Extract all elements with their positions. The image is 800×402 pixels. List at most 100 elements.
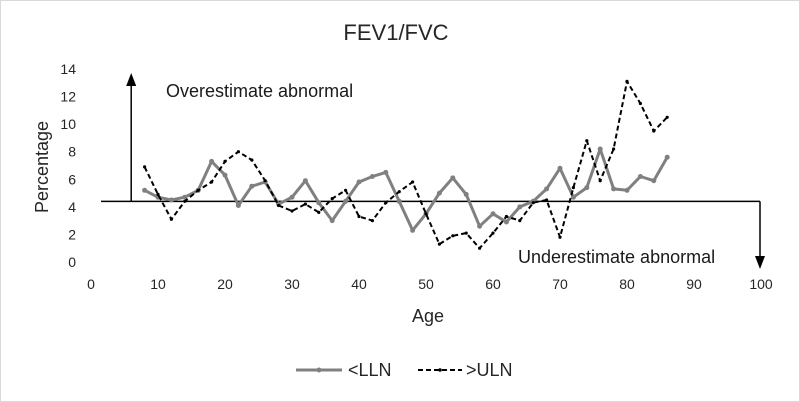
data-point-lln [477, 223, 483, 229]
data-point-lln [289, 194, 295, 200]
data-point-uln [531, 201, 535, 205]
data-point-uln [571, 186, 576, 190]
data-point-uln [638, 101, 643, 106]
data-point-uln [196, 188, 200, 192]
legend-label-lln: <LLN [348, 360, 392, 380]
data-point-uln [397, 190, 401, 194]
data-point-uln [625, 79, 629, 83]
x-tick-label: 40 [351, 276, 367, 292]
data-point-uln [303, 202, 307, 206]
data-point-lln [182, 194, 188, 200]
y-tick-label: 0 [68, 254, 76, 270]
data-point-lln [356, 179, 362, 185]
x-tick-label: 30 [284, 276, 300, 292]
data-point-uln [652, 129, 656, 133]
chart-title: FEV1/FVC [343, 20, 448, 45]
overestimate-arrow [126, 73, 137, 202]
data-point-uln [317, 210, 321, 214]
underestimate-label: Underestimate abnormal [518, 247, 715, 267]
data-point-uln [143, 165, 147, 169]
data-point-lln [168, 197, 174, 203]
data-point-lln [343, 198, 349, 204]
data-point-lln [570, 194, 576, 200]
x-axis-ticks: 0 10 20 30 40 50 60 70 80 90 100 [87, 276, 773, 292]
data-point-uln [585, 139, 589, 143]
data-point-lln [436, 190, 442, 196]
x-tick-label: 20 [217, 276, 233, 292]
data-point-uln [545, 198, 549, 202]
data-point-lln [316, 200, 322, 206]
data-point-lln [490, 211, 496, 217]
data-point-lln [249, 183, 255, 189]
data-point-uln [183, 199, 187, 203]
data-point-lln [637, 174, 643, 179]
data-point-uln [330, 197, 334, 201]
data-point-uln [478, 246, 482, 250]
data-point-lln [624, 187, 630, 193]
data-point-lln [369, 174, 375, 179]
data-point-lln [597, 146, 603, 152]
data-point-lln [235, 203, 241, 208]
x-tick-label: 70 [552, 276, 568, 292]
data-point-lln [544, 186, 550, 192]
data-point-lln [396, 198, 402, 204]
legend-marker-lln [316, 367, 322, 373]
data-point-lln [383, 169, 389, 175]
data-point-uln [370, 219, 374, 223]
legend: <LLN >ULN [296, 360, 513, 380]
data-point-uln [411, 180, 415, 184]
data-point-uln [464, 231, 468, 235]
series-line-uln [143, 80, 668, 250]
y-tick-label: 6 [68, 171, 76, 187]
data-point-lln [209, 158, 215, 164]
data-point-uln [598, 179, 602, 183]
data-point-lln [450, 175, 456, 181]
data-point-uln [156, 192, 160, 196]
data-point-lln [651, 178, 657, 184]
data-point-uln [504, 214, 508, 219]
legend-marker-uln [438, 368, 442, 372]
data-point-uln [210, 180, 214, 184]
data-point-uln [169, 217, 173, 221]
y-tick-label: 8 [68, 144, 76, 160]
overestimate-label: Overestimate abnormal [166, 81, 353, 101]
y-tick-label: 2 [68, 226, 76, 242]
y-axis-title: Percentage [32, 121, 52, 213]
x-tick-label: 100 [749, 276, 773, 292]
x-tick-label: 60 [485, 276, 501, 292]
data-point-uln [612, 147, 616, 151]
y-tick-label: 4 [68, 199, 76, 215]
series-layer [142, 79, 670, 250]
data-point-lln [611, 186, 617, 192]
x-tick-label: 0 [87, 276, 95, 292]
data-point-uln [223, 159, 227, 163]
y-tick-label: 10 [60, 116, 76, 132]
data-point-uln [558, 235, 562, 239]
y-axis-ticks: 0 2 4 6 8 10 12 14 [60, 61, 76, 270]
series-line-lln [143, 147, 669, 232]
data-point-uln [290, 209, 294, 213]
data-point-lln [142, 187, 148, 193]
x-tick-label: 80 [619, 276, 635, 292]
data-point-lln [222, 172, 228, 178]
data-point-lln [664, 154, 670, 160]
data-point-uln [491, 231, 495, 235]
legend-item-lln: <LLN [296, 360, 392, 380]
data-point-uln [357, 214, 361, 219]
y-tick-label: 12 [60, 89, 76, 105]
data-point-lln [503, 219, 509, 225]
data-point-uln [424, 212, 428, 216]
x-tick-label: 90 [686, 276, 702, 292]
data-point-uln [437, 242, 441, 246]
data-point-uln [236, 150, 240, 154]
x-axis-title: Age [412, 306, 444, 326]
data-point-lln [410, 227, 416, 233]
data-point-lln [463, 191, 469, 197]
data-point-uln [263, 179, 267, 183]
data-point-uln [451, 234, 455, 238]
data-point-lln [557, 165, 563, 171]
data-point-lln [302, 178, 308, 184]
underestimate-arrow [755, 201, 765, 269]
y-tick-label: 14 [60, 61, 76, 77]
